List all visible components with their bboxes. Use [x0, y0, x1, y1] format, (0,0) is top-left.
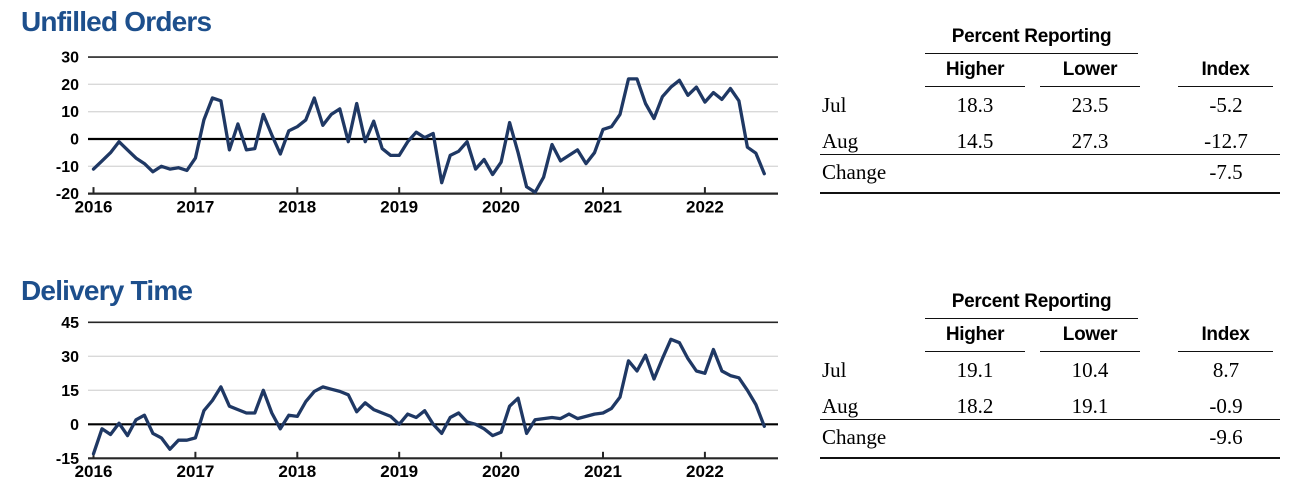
x-axis-label: 2022 — [686, 462, 724, 481]
cell-aug-index: -0.9 — [1209, 394, 1243, 418]
cell-aug-index: -12.7 — [1204, 129, 1248, 153]
x-axis-label: 2016 — [75, 198, 113, 217]
x-axis-label: 2019 — [380, 198, 418, 217]
column-header-higher: Higher — [945, 324, 1005, 345]
table-bottom-rule — [820, 457, 1280, 459]
chart-title-delivery-time: Delivery Time — [21, 275, 193, 306]
cell-jul-higher: 18.3 — [956, 93, 994, 117]
cell-change-index: -9.6 — [1209, 425, 1243, 449]
y-axis-label: 0 — [70, 417, 79, 434]
cell-aug-higher: 18.2 — [956, 394, 994, 418]
cell-aug-lower: 27.3 — [1071, 129, 1109, 153]
y-axis-label: 30 — [61, 349, 79, 366]
lower-rule — [1040, 86, 1140, 87]
column-header-lower: Lower — [1062, 59, 1118, 80]
cell-aug-lower: 19.1 — [1071, 394, 1109, 418]
chart-title-unfilled-orders: Unfilled Orders — [21, 6, 212, 37]
change-row-rule — [820, 419, 1280, 420]
y-axis-label: -20 — [56, 186, 79, 203]
column-header-higher: Higher — [945, 59, 1005, 80]
row-label-aug: Aug — [822, 394, 859, 418]
row-label-change: Change — [822, 425, 887, 449]
row-label-jul: Jul — [822, 93, 847, 117]
data-line-unfilled-orders — [91, 77, 766, 194]
cell-change-index: -7.5 — [1209, 160, 1243, 184]
y-axis-label: 0 — [70, 132, 79, 149]
cell-jul-index: -5.2 — [1209, 93, 1243, 117]
y-axis-label: -10 — [56, 159, 79, 176]
percent-reporting-group-header: Percent Reporting — [951, 291, 1112, 312]
y-axis-label: 30 — [61, 50, 79, 67]
lower-rule — [1040, 351, 1140, 352]
index-rule — [1178, 86, 1273, 87]
x-axis-label: 2019 — [380, 462, 418, 481]
column-header-lower: Lower — [1062, 324, 1118, 345]
row-label-aug: Aug — [822, 129, 859, 153]
cell-jul-lower: 23.5 — [1071, 93, 1109, 117]
y-axis-label: 20 — [61, 77, 79, 94]
column-header-index: Index — [1201, 59, 1250, 80]
x-axis-label: 2021 — [584, 198, 622, 217]
row-label-jul: Jul — [822, 358, 847, 382]
y-axis-label: 10 — [61, 104, 79, 121]
higher-rule — [925, 86, 1025, 87]
cell-jul-lower: 10.4 — [1071, 358, 1109, 382]
row-label-change: Change — [822, 160, 887, 184]
cell-jul-index: 8.7 — [1212, 358, 1240, 382]
index-rule — [1178, 351, 1273, 352]
x-axis-label: 2022 — [686, 198, 724, 217]
x-axis-label: 2016 — [75, 462, 113, 481]
x-axis-label: 2017 — [176, 198, 214, 217]
cell-aug-higher: 14.5 — [956, 129, 994, 153]
x-axis-label: 2018 — [278, 462, 316, 481]
y-axis-label: 45 — [61, 315, 79, 332]
x-axis-label: 2018 — [278, 198, 316, 217]
x-axis-label: 2020 — [482, 198, 520, 217]
delivery-time-table: Percent Reporting Higher Lower Index Jul… — [820, 287, 1280, 467]
x-axis-label: 2017 — [176, 462, 214, 481]
change-row-rule — [820, 154, 1280, 155]
higher-rule — [925, 351, 1025, 352]
table-bottom-rule — [820, 192, 1280, 194]
y-axis-label: -15 — [56, 451, 79, 468]
unfilled-orders-table: Percent Reporting Higher Lower Index Jul… — [820, 22, 1280, 202]
group-header-rule — [925, 318, 1138, 319]
group-header-rule — [925, 53, 1138, 54]
percent-reporting-group-header: Percent Reporting — [951, 26, 1112, 47]
data-line-delivery-time — [91, 337, 766, 456]
x-axis-label: 2020 — [482, 462, 520, 481]
x-axis-label: 2021 — [584, 462, 622, 481]
column-header-index: Index — [1201, 324, 1250, 345]
cell-jul-higher: 19.1 — [956, 358, 994, 382]
y-axis-label: 15 — [61, 383, 79, 400]
